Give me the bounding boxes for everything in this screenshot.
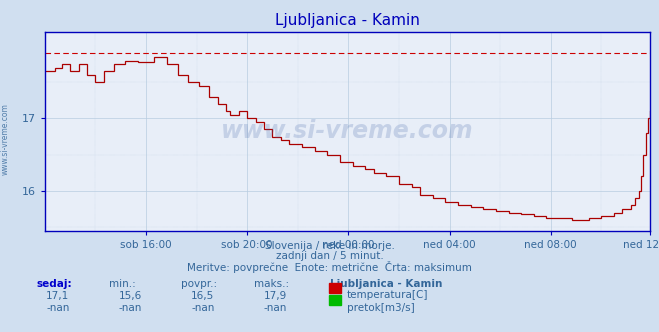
Text: www.si-vreme.com: www.si-vreme.com (1, 104, 10, 175)
Text: Slovenija / reke in morje.: Slovenija / reke in morje. (264, 241, 395, 251)
Text: Ljubljanica - Kamin: Ljubljanica - Kamin (330, 279, 442, 289)
Text: pretok[m3/s]: pretok[m3/s] (347, 303, 415, 313)
Text: 17,9: 17,9 (264, 290, 287, 300)
Text: min.:: min.: (109, 279, 136, 289)
Text: maks.:: maks.: (254, 279, 289, 289)
Text: -nan: -nan (46, 303, 69, 313)
Text: temperatura[C]: temperatura[C] (347, 290, 428, 300)
Text: www.si-vreme.com: www.si-vreme.com (221, 119, 474, 143)
Text: -nan: -nan (191, 303, 214, 313)
Text: sedaj:: sedaj: (36, 279, 72, 289)
Text: zadnji dan / 5 minut.: zadnji dan / 5 minut. (275, 251, 384, 261)
Text: -nan: -nan (264, 303, 287, 313)
Text: 17,1: 17,1 (46, 290, 69, 300)
Text: 15,6: 15,6 (119, 290, 142, 300)
Text: 16,5: 16,5 (191, 290, 214, 300)
Text: povpr.:: povpr.: (181, 279, 217, 289)
Text: Meritve: povprečne  Enote: metrične  Črta: maksimum: Meritve: povprečne Enote: metrične Črta:… (187, 261, 472, 273)
Title: Ljubljanica - Kamin: Ljubljanica - Kamin (275, 13, 420, 28)
Text: -nan: -nan (119, 303, 142, 313)
